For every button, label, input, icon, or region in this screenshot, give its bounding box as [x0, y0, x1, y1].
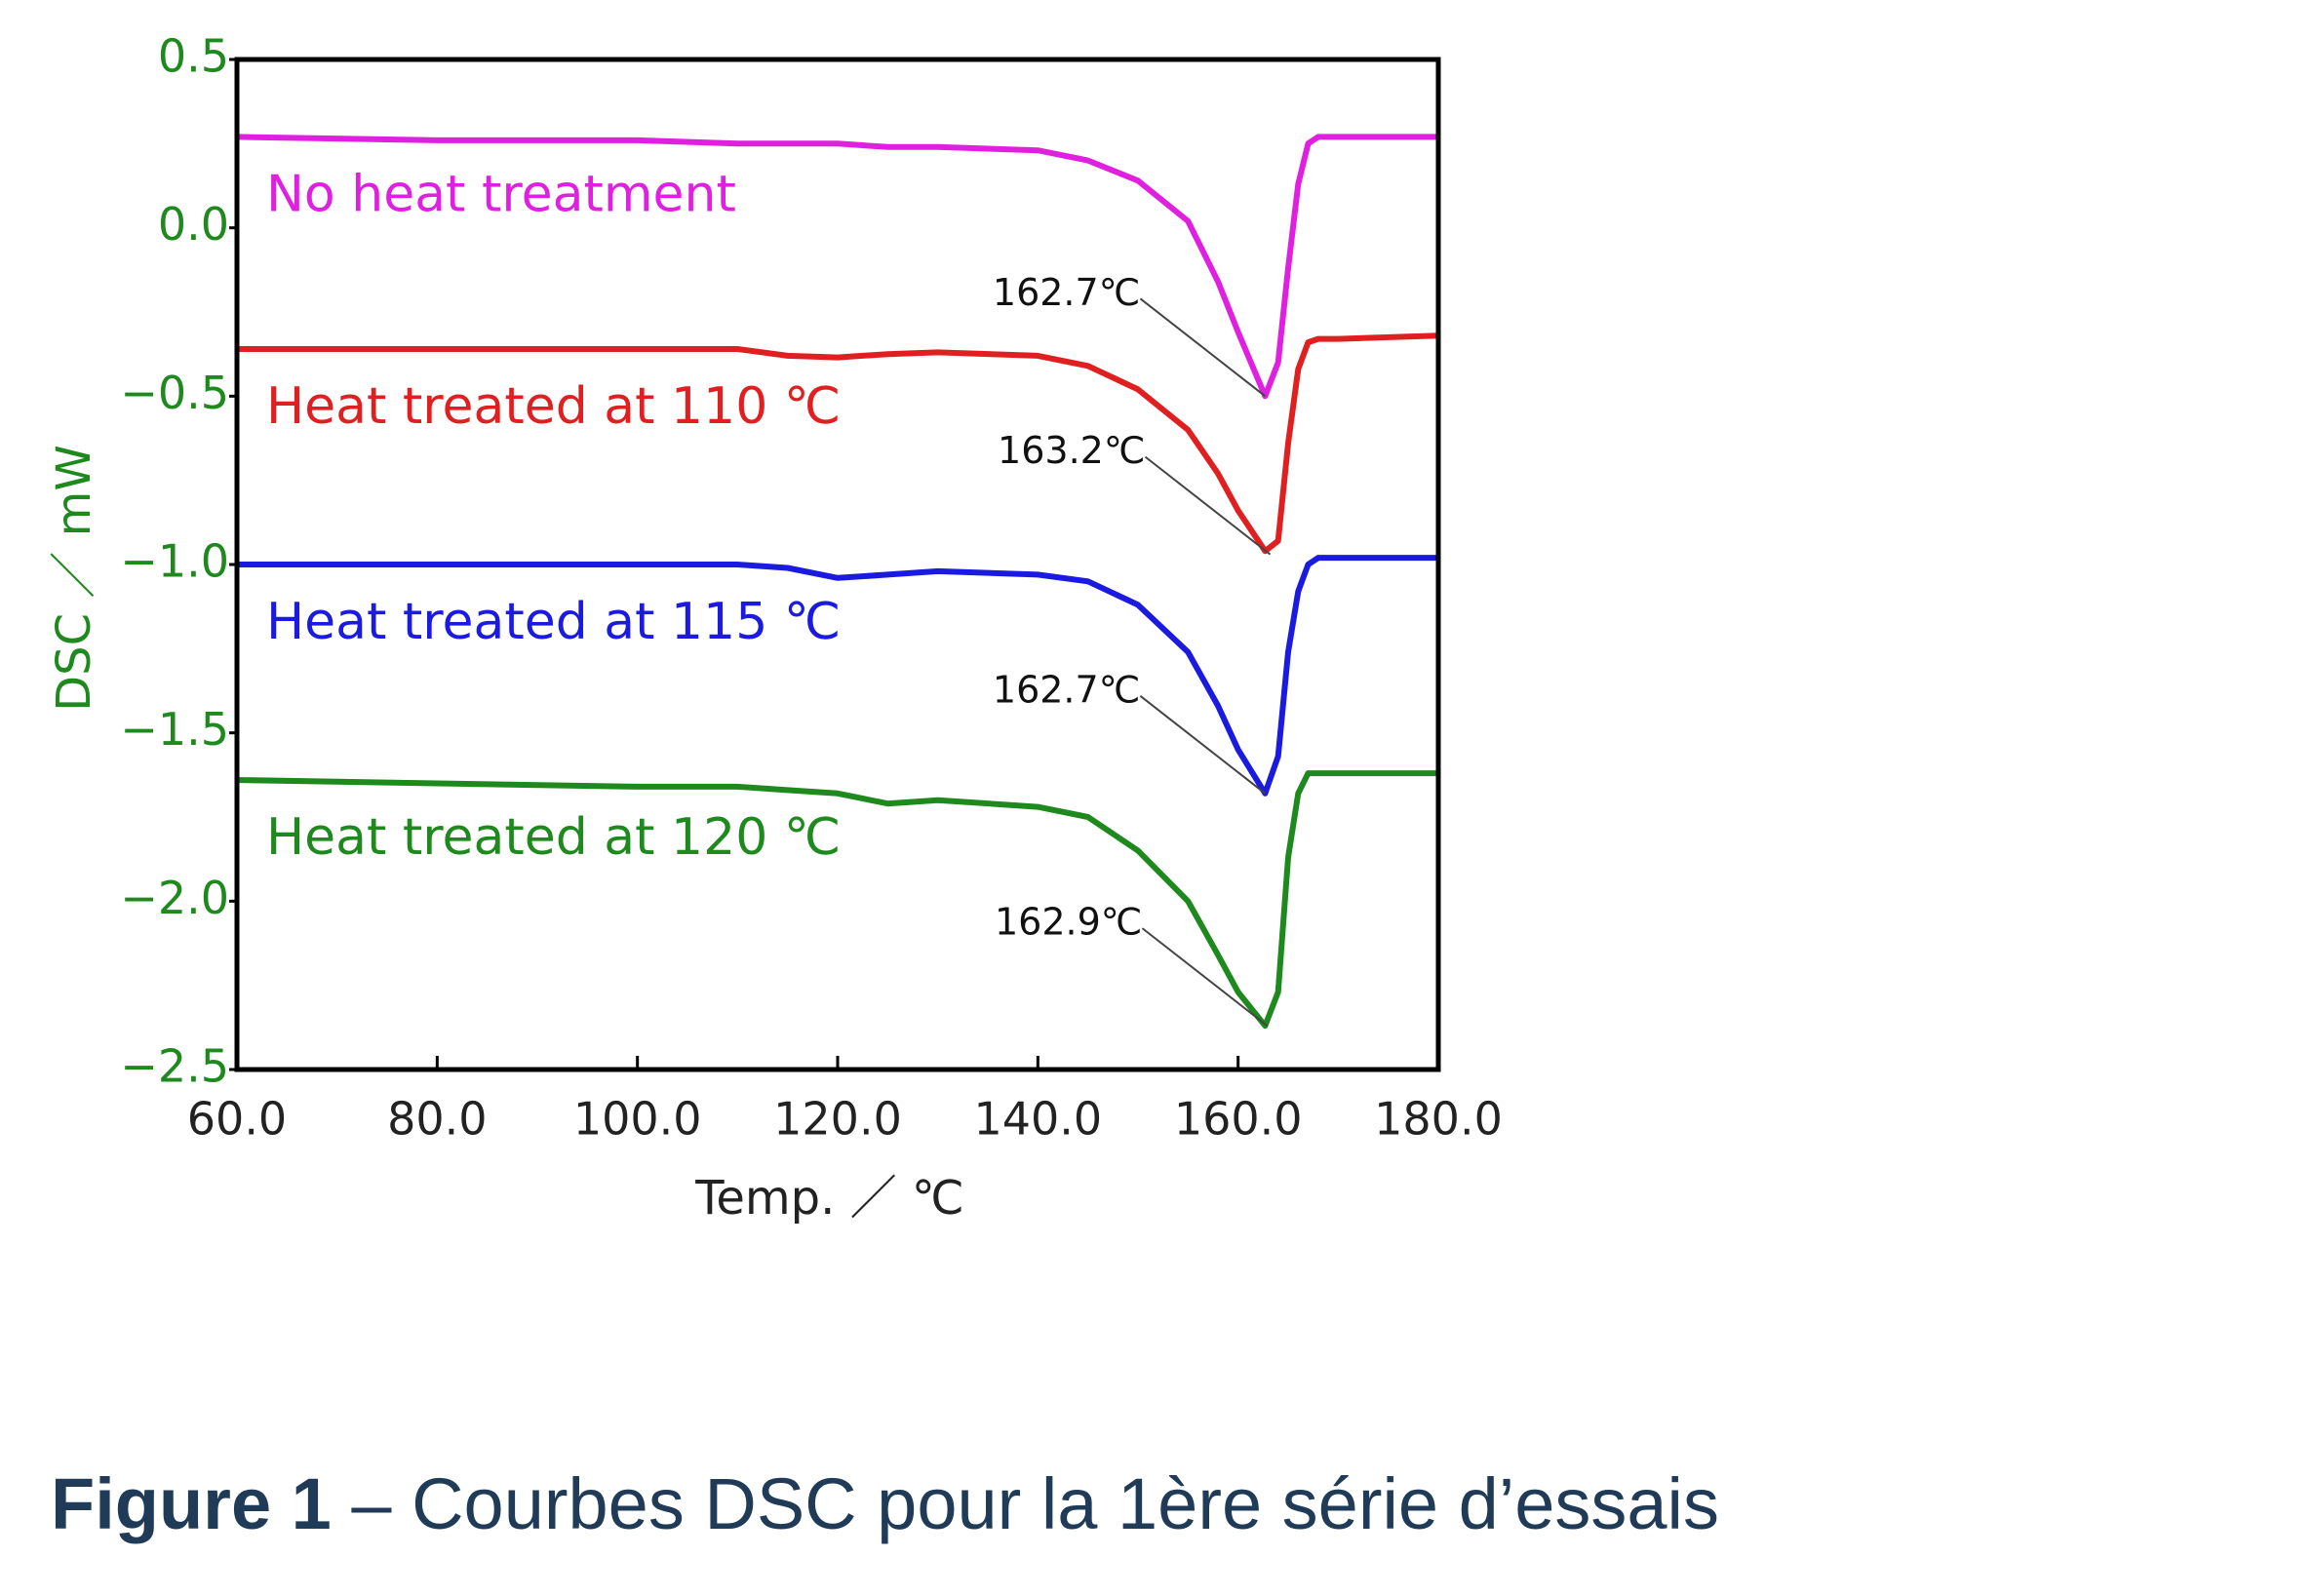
series-line [236, 134, 1438, 400]
annotation-label: 163.2℃ [998, 429, 1145, 472]
series-line [236, 770, 1438, 1030]
caption-text [332, 1463, 352, 1544]
y-tick-label: 0.0 [158, 198, 229, 251]
x-tick-label: 80.0 [387, 1093, 487, 1146]
caption-label: Figure 1 [51, 1463, 332, 1544]
caption: Figure 1 – Courbes DSC pour la 1ère séri… [51, 1463, 1719, 1544]
x-tick-label: 140.0 [973, 1093, 1102, 1146]
annotation-leader [1139, 297, 1267, 398]
y-tick-label: −2.5 [120, 1040, 229, 1093]
annotation-label: 162.7℃ [993, 668, 1140, 711]
y-tick-label: −2.0 [120, 872, 229, 924]
x-tick-label: 160.0 [1174, 1093, 1303, 1146]
y-tick-label: −1.5 [120, 703, 229, 756]
series-label: Heat treated at 110 ℃ [266, 377, 841, 436]
x-tick-label: 100.0 [573, 1093, 702, 1146]
plot-frame [234, 57, 1441, 1072]
y-tick-label: −1.0 [120, 535, 229, 588]
y-tick-label: −0.5 [120, 367, 229, 419]
x-tick-label: 180.0 [1374, 1093, 1503, 1146]
x-tick-label: 60.0 [187, 1093, 287, 1146]
annotation-leader [1141, 927, 1269, 1027]
series-label: No heat treatment [266, 165, 736, 223]
series-line [237, 332, 1439, 555]
y-tick-label: 0.5 [158, 30, 229, 83]
series-line [237, 555, 1438, 797]
caption-text: – Courbes DSC pour la 1ère série d’essai… [351, 1463, 1719, 1544]
annotation-leader [1144, 455, 1272, 556]
x-axis-title: Temp. ／ ℃ [694, 1171, 964, 1226]
series-label: Heat treated at 120 ℃ [266, 808, 841, 867]
annotation-leader [1139, 695, 1267, 795]
annotation-label: 162.7℃ [993, 271, 1140, 314]
y-axis-title: DSC ／ mW [47, 445, 101, 712]
series-label: Heat treated at 115 ℃ [266, 593, 841, 651]
x-tick-label: 120.0 [773, 1093, 902, 1146]
annotation-label: 162.9℃ [995, 901, 1142, 944]
